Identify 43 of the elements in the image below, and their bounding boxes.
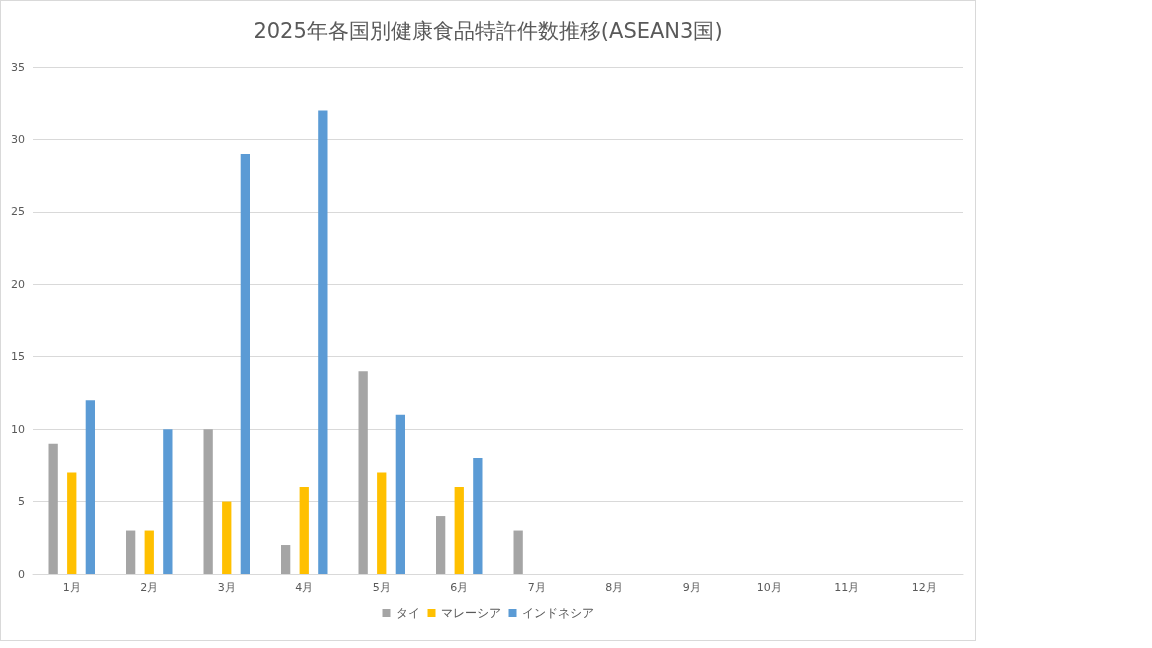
bar [318,110,328,574]
chart-title: 2025年各国別健康食品特許件数推移(ASEAN3国) [253,18,723,43]
x-tick-label: 10月 [756,581,782,594]
y-tick-label: 15 [11,350,25,364]
x-tick-label: 2月 [140,581,159,594]
bar [513,530,523,574]
y-tick-label: 10 [11,422,25,436]
bar [48,443,58,574]
bar [144,530,154,574]
bar [163,429,173,574]
legend-label: インドネシア [521,606,594,620]
y-tick-label: 5 [18,495,25,509]
y-tick-label: 20 [11,277,25,291]
x-tick-label: 1月 [62,581,81,594]
x-tick-label: 9月 [682,581,701,594]
bar [395,414,405,574]
y-tick-label: 0 [18,567,25,581]
legend-label: マレーシア [440,606,501,620]
x-tick-label: 8月 [605,581,624,594]
y-tick-label: 30 [11,132,25,146]
legend-label: タイ [395,606,420,620]
bar [299,487,309,574]
bar [85,400,95,574]
bar [377,472,387,574]
bar [126,530,136,574]
bar [203,429,213,574]
x-tick-label: 4月 [295,581,314,594]
x-tick-label: 6月 [450,581,469,594]
bar [454,487,464,574]
bar [358,371,368,574]
x-tick-label: 11月 [834,581,860,594]
x-tick-label: 7月 [527,581,546,594]
bar [240,153,250,574]
bar [436,516,446,574]
bar [222,501,232,574]
bar [67,472,77,574]
x-tick-label: 3月 [217,581,236,594]
x-tick-label: 12月 [911,581,937,594]
y-tick-label: 35 [11,60,25,74]
x-tick-label: 5月 [372,581,391,594]
bar [473,458,483,574]
bar [281,545,291,574]
y-tick-label: 25 [11,205,25,219]
